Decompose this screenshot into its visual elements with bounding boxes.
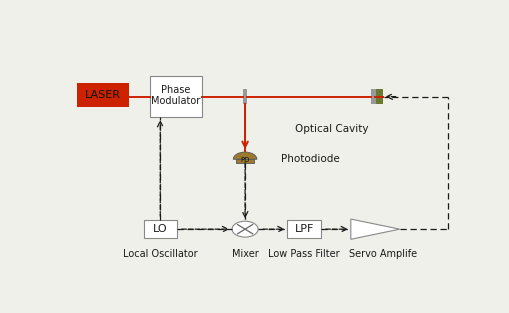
Bar — [243, 89, 247, 105]
Text: Servo Amplife: Servo Amplife — [349, 249, 417, 259]
Circle shape — [232, 221, 258, 237]
Bar — [376, 89, 383, 105]
Text: Optical Cavity: Optical Cavity — [295, 124, 369, 134]
Bar — [236, 159, 254, 162]
Text: Mixer: Mixer — [232, 249, 259, 259]
Bar — [77, 83, 129, 107]
Text: Photodiode: Photodiode — [280, 154, 340, 164]
Polygon shape — [351, 219, 400, 239]
Bar — [144, 220, 177, 238]
Text: LO: LO — [153, 224, 167, 234]
Bar — [150, 76, 202, 117]
Wedge shape — [233, 152, 257, 159]
Text: PD: PD — [240, 157, 250, 163]
Text: LASER: LASER — [85, 90, 121, 100]
Bar — [288, 220, 321, 238]
Text: Low Pass Filter: Low Pass Filter — [268, 249, 340, 259]
Bar — [371, 89, 376, 105]
Text: Local Oscillator: Local Oscillator — [123, 249, 197, 259]
Text: Phase
Modulator: Phase Modulator — [151, 85, 201, 106]
Text: LPF: LPF — [295, 224, 314, 234]
